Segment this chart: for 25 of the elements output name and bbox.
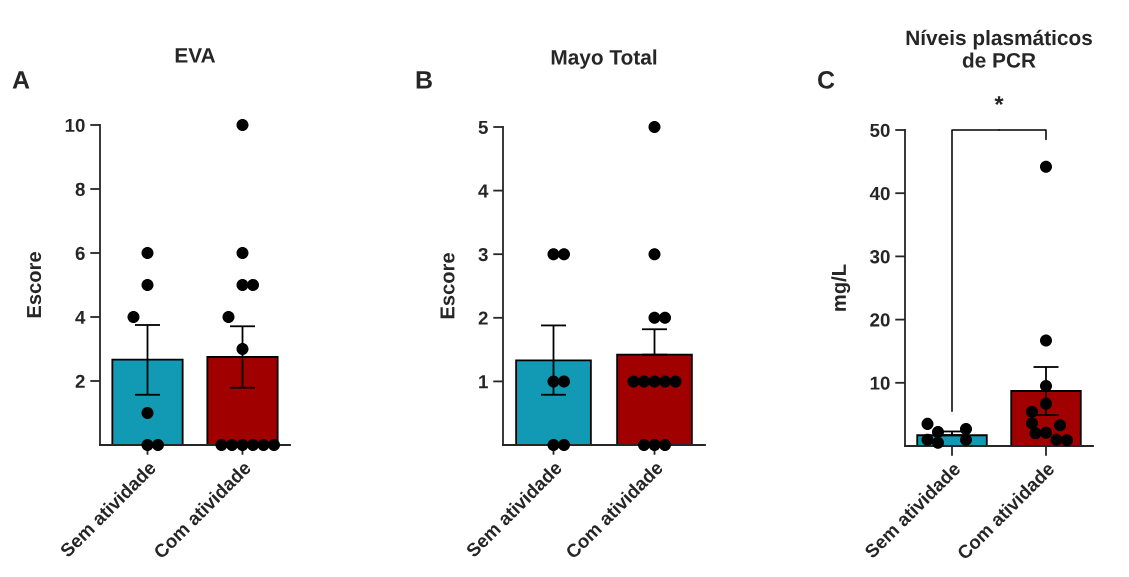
y-tick-label: 1 xyxy=(479,375,488,389)
y-tick-label: 10 xyxy=(65,118,85,132)
y-tick-label: 6 xyxy=(75,246,85,260)
y-axis-title: Escore xyxy=(440,253,455,319)
y-tick-label: 30 xyxy=(869,250,890,264)
text: C xyxy=(818,71,835,89)
y-tick-label: 3 xyxy=(478,247,488,262)
y-tick-label: 8 xyxy=(75,182,85,196)
y-axis-title: mg/L xyxy=(831,264,851,311)
text: * xyxy=(994,96,1004,105)
y-tick-label: 5 xyxy=(478,120,488,134)
y-tick-label: 10 xyxy=(870,376,890,390)
chart-title: Mayo Total xyxy=(551,49,657,69)
y-tick-label: 4 xyxy=(75,310,86,324)
y-tick-label: 4 xyxy=(478,184,489,198)
y-tick-label: 2 xyxy=(75,374,85,388)
y-tick-label: 20 xyxy=(870,313,890,327)
text: B xyxy=(416,71,432,89)
chart-title: EVA xyxy=(175,48,216,63)
y-axis-title: Escore xyxy=(27,252,42,318)
y-tick-label: 40 xyxy=(869,186,890,201)
y-tick-label: 50 xyxy=(870,123,890,137)
y-tick-label: 2 xyxy=(478,311,488,325)
chart-title: Níveis plasmáticos de PCR xyxy=(906,29,1092,68)
text: A xyxy=(12,71,30,89)
